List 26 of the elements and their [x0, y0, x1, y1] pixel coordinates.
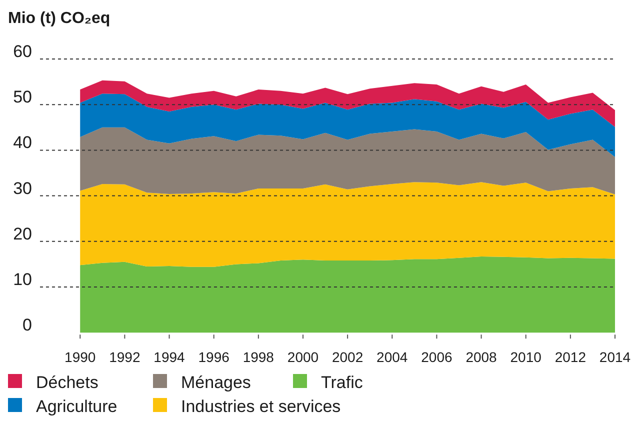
- y-tick-label: 10: [13, 270, 32, 289]
- x-tick-label: 1998: [242, 349, 274, 365]
- x-tick-label: 1994: [154, 349, 186, 365]
- x-tick-label: 1992: [109, 349, 140, 365]
- y-tick-label: 20: [13, 224, 32, 244]
- legend-label: Ménages: [181, 373, 251, 392]
- y-tick-label: 40: [13, 133, 32, 152]
- legend-label: Trafic: [321, 373, 364, 392]
- legend-label: Déchets: [36, 373, 98, 392]
- x-tick-label: 1996: [198, 349, 230, 365]
- y-tick-label: 50: [13, 88, 32, 107]
- x-tick-label: 1990: [64, 349, 96, 365]
- legend-label: Industries et services: [181, 397, 341, 416]
- x-tick-label: 2000: [287, 349, 319, 365]
- x-tick-label: 2014: [599, 349, 631, 365]
- y-tick-label: 60: [13, 42, 32, 61]
- x-tick-label: 2004: [376, 349, 408, 365]
- x-tick-label: 2010: [510, 349, 542, 365]
- x-tick-label: 2006: [421, 349, 452, 365]
- y-tick-label: 30: [13, 178, 32, 198]
- legend-label: Agriculture: [36, 397, 118, 416]
- chart-title: Mio (t) CO₂eq: [8, 10, 110, 27]
- x-tick-label: 2012: [554, 349, 586, 365]
- y-tick-label: 0: [22, 316, 32, 335]
- x-tick-label: 2008: [466, 349, 498, 365]
- x-tick-label: 2002: [332, 349, 364, 365]
